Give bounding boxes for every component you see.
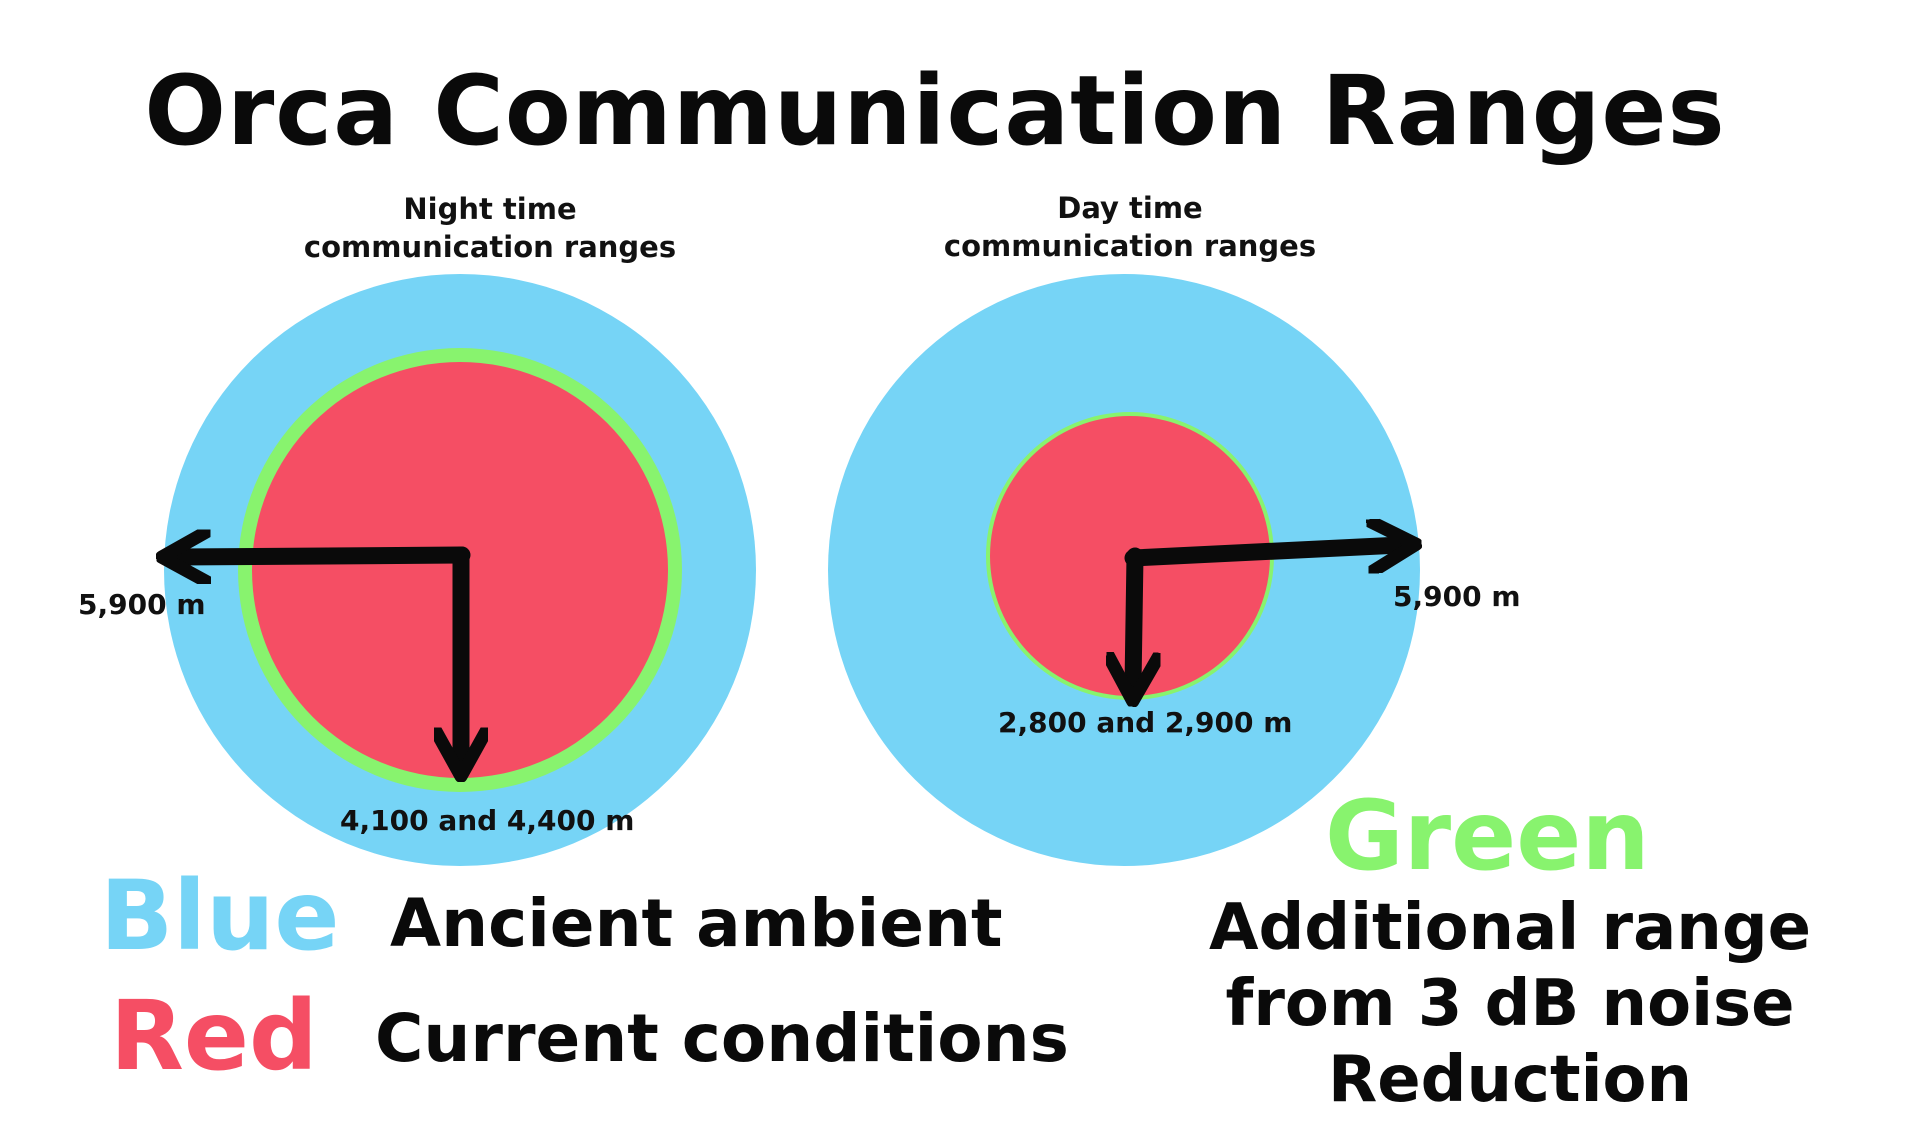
day-inner-range-label: 2,800 and 2,900 m (998, 706, 1293, 739)
day-circles (828, 274, 1420, 866)
night-caption: Night time communication ranges (260, 190, 720, 266)
day-caption-line1: Day time (1057, 191, 1203, 225)
day-caption: Day time communication ranges (900, 189, 1360, 265)
day-arrows (1133, 545, 1400, 685)
night-outer-range-label: 5,900 m (78, 588, 206, 621)
night-left-arrow (178, 555, 471, 557)
day-down-arrow (1133, 547, 1135, 685)
legend-green-word: Green (1325, 780, 1650, 892)
legend-blue-text: Ancient ambient (390, 885, 1003, 962)
night-inner-range-label: 4,100 and 4,400 m (340, 804, 635, 837)
legend-blue-word: Blue (100, 860, 340, 972)
night-arrows (178, 555, 462, 760)
legend-green-text: Additional range from 3 dB noise Reducti… (1150, 890, 1870, 1118)
night-caption-line2: communication ranges (303, 230, 677, 264)
legend-green-line2: from 3 dB noise (1225, 967, 1795, 1041)
day-caption-line2: communication ranges (943, 229, 1317, 263)
day-outer-range-label: 5,900 m (1393, 580, 1521, 613)
day-right-arrow (1124, 545, 1400, 558)
legend-red-word: Red (110, 980, 318, 1092)
night-caption-line1: Night time (403, 192, 577, 226)
legend-red-text: Current conditions (375, 1000, 1069, 1077)
legend-green-line3: Reduction (1327, 1043, 1693, 1117)
legend-green-line1: Additional range (1208, 891, 1812, 965)
diagram-title: Orca Communication Ranges (144, 55, 1726, 167)
